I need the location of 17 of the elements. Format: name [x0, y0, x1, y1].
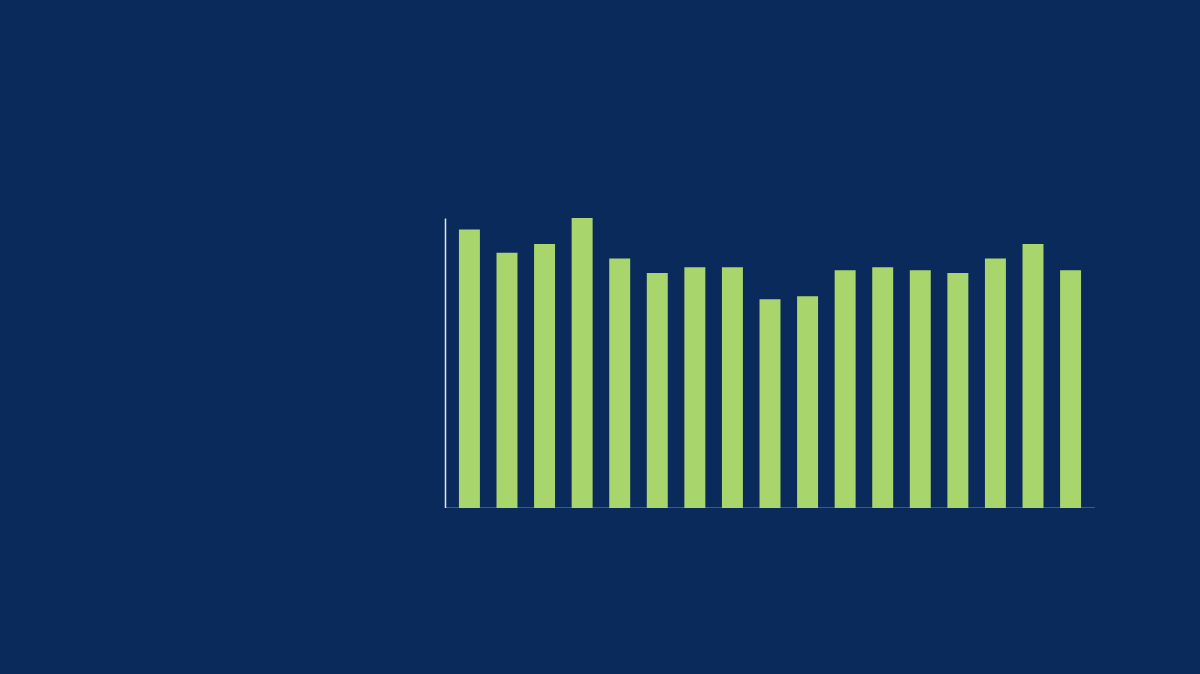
- bar: [797, 296, 819, 508]
- bar: [834, 270, 856, 508]
- bar: [534, 244, 556, 508]
- bar: [571, 218, 593, 508]
- bar: [1060, 270, 1082, 508]
- bar: [909, 270, 931, 508]
- bar: [646, 273, 668, 508]
- bar: [872, 267, 894, 508]
- bar: [458, 229, 480, 508]
- bar: [984, 258, 1006, 508]
- bar: [721, 267, 743, 508]
- bar: [684, 267, 706, 508]
- bar: [759, 299, 781, 508]
- bar: [947, 273, 969, 508]
- bar: [496, 252, 518, 508]
- bar: [609, 258, 631, 508]
- bar: [1022, 244, 1044, 508]
